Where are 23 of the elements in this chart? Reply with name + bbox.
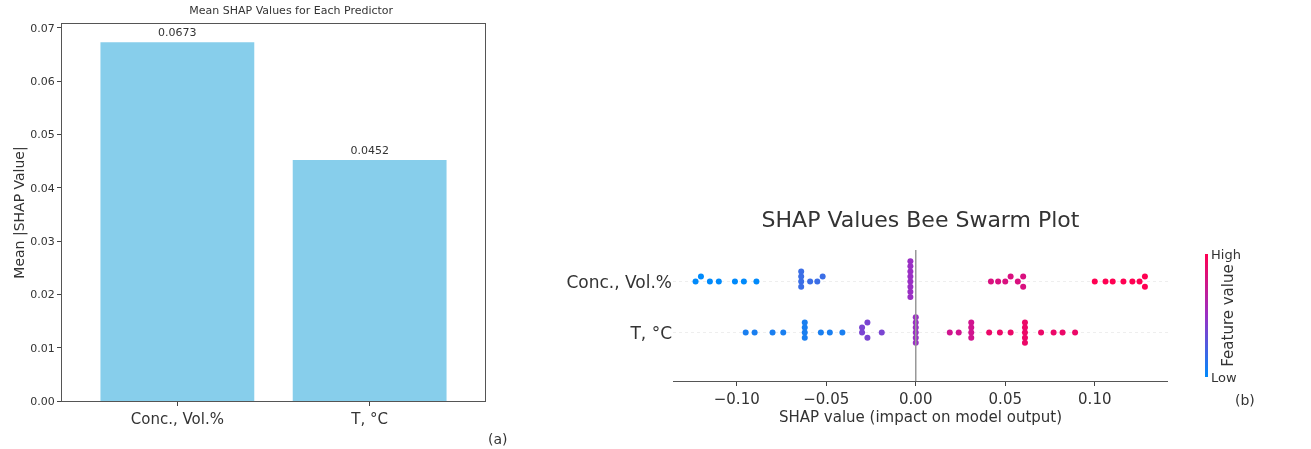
y-tick-label: 0.06 xyxy=(30,74,55,88)
text: (b) xyxy=(1235,392,1255,408)
y-tick-label: 0.01 xyxy=(30,341,55,355)
x-tick-label: 0.05 xyxy=(988,390,1022,408)
chart-title: Mean SHAP Values for Each Predictor xyxy=(189,4,394,18)
color-bar-title: Feature value xyxy=(1219,264,1238,367)
data-label: 0.0673 xyxy=(158,26,197,40)
y-tick-label: 0.07 xyxy=(30,21,55,35)
y-tick-label: 0.03 xyxy=(30,234,55,248)
x-tick-label: −0.05 xyxy=(803,390,850,408)
y-tick-label: 0.04 xyxy=(30,181,55,195)
x-axis-title: SHAP value (impact on model output) xyxy=(778,408,1063,426)
text: Low xyxy=(1211,369,1238,385)
text: (a) xyxy=(488,431,508,447)
y-tick-label: 0.02 xyxy=(30,288,55,302)
x-tick-label: 0.00 xyxy=(899,390,933,408)
x-tick-label: −0.10 xyxy=(713,390,760,408)
text: High xyxy=(1211,246,1241,262)
data-label: 0.0452 xyxy=(350,143,389,157)
chart-title: SHAP Values Bee Swarm Plot xyxy=(761,206,1080,232)
x-tick-label: 0.10 xyxy=(1078,390,1112,408)
y-tick-label: 0.05 xyxy=(30,128,55,142)
y-axis-title: Mean |SHAP Value| xyxy=(11,146,28,279)
